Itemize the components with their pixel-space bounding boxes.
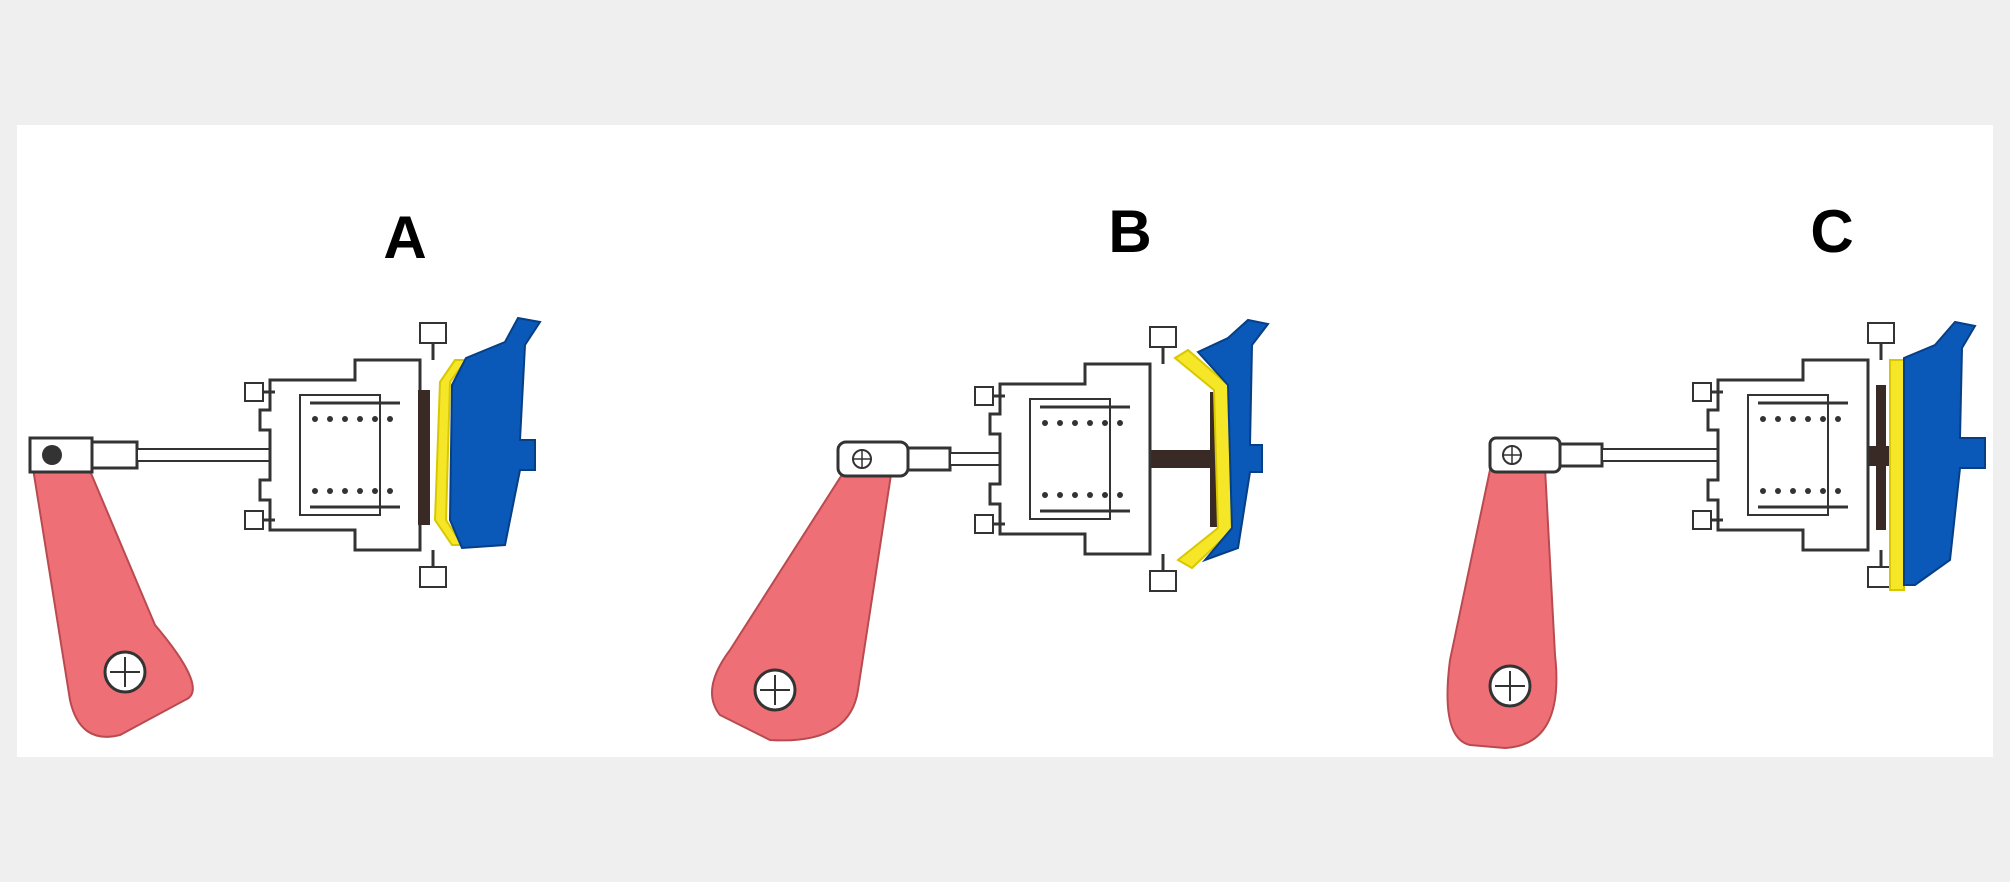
diaphragm-icon (1173, 348, 1234, 570)
diaphragm-icon (1889, 359, 1905, 591)
panel-c-label: C (1810, 198, 1853, 265)
panel-b-label: B (1108, 198, 1151, 265)
slack-adjuster-lever-icon (30, 450, 194, 738)
panel-b: B (711, 198, 1270, 742)
brake-chamber-icon (973, 325, 1178, 593)
panel-a: A (28, 204, 542, 738)
slack-adjuster-lever-icon (1446, 466, 1558, 750)
brake-chamber-icon (243, 321, 448, 589)
slack-adjuster-lever-icon (711, 466, 894, 742)
brake-chamber-icon (1691, 321, 1896, 589)
panel-c: C (1446, 198, 1986, 750)
panel-a-label: A (383, 204, 426, 271)
